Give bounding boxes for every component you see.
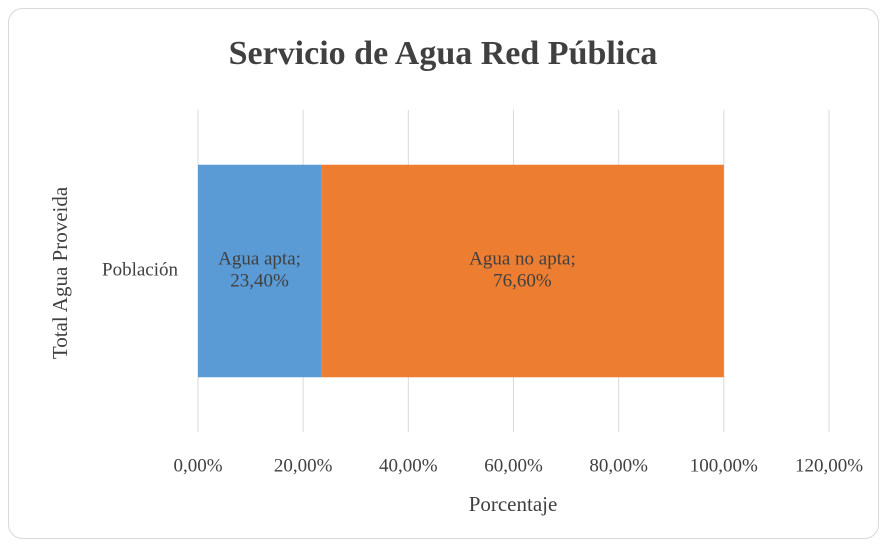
y-axis-label: Total Agua Proveida [48, 186, 72, 359]
data-label: Agua no apta; 76,60% [469, 249, 576, 292]
x-tick-label: 100,00% [690, 455, 758, 476]
data-label-line: 76,60% [493, 271, 552, 292]
data-label: Agua apta; 23,40% [218, 249, 301, 292]
x-tick-label: 0,00% [173, 455, 222, 476]
x-tick-label: 40,00% [379, 455, 438, 476]
x-tick-label: 20,00% [274, 455, 333, 476]
bar-segment [321, 164, 724, 378]
chart-title: Servicio de Agua Red Pública [229, 35, 658, 72]
data-label-line: Agua no apta; [469, 249, 576, 270]
x-tick-label: 120,00% [795, 455, 863, 476]
data-label-line: Agua apta; [218, 249, 301, 270]
x-axis-label: Porcentaje [469, 492, 558, 516]
bar-segment [198, 164, 322, 378]
x-tick-label: 60,00% [484, 455, 543, 476]
x-tick-label: 80,00% [589, 455, 648, 476]
data-label-line: 23,40% [230, 271, 289, 292]
y-tick-label: Población [102, 259, 178, 280]
